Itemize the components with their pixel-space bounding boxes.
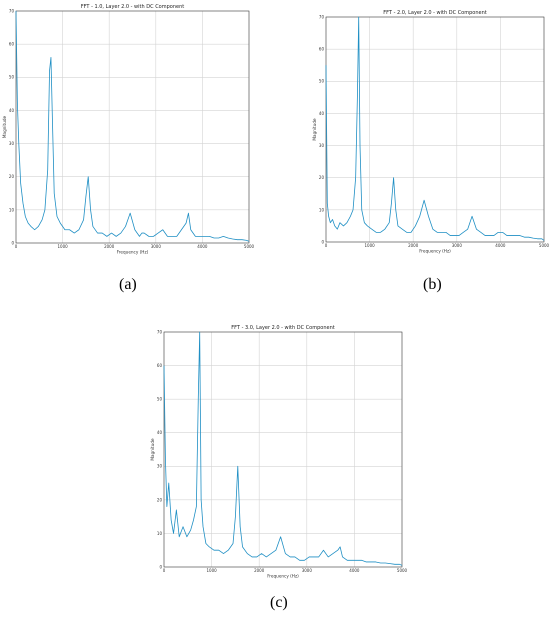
- x-tick-label: 1000: [207, 568, 218, 573]
- y-tick-label: 70: [157, 329, 163, 334]
- y-tick-label: 50: [157, 397, 163, 402]
- y-tick-label: 30: [319, 143, 325, 148]
- y-tick-label: 60: [157, 363, 163, 368]
- x-tick-label: 4000: [349, 568, 360, 573]
- x-tick-label: 3000: [151, 244, 162, 249]
- series-line: [163, 331, 403, 566]
- x-tick-label: 0: [15, 244, 18, 249]
- y-tick-label: 0: [321, 239, 324, 244]
- y-tick-label: 10: [9, 207, 15, 212]
- caption-c: (c): [270, 594, 288, 611]
- x-tick-label: 3000: [452, 243, 463, 248]
- chart-title: FFT - 2.0, Layer 2.0 - with DC Component: [383, 10, 486, 16]
- caption-b: (b): [423, 276, 442, 293]
- y-tick-label: 0: [159, 564, 162, 569]
- y-tick-label: 60: [319, 47, 325, 52]
- x-axis-label: Frequency (Hz): [419, 249, 451, 254]
- y-axis-label: Magnitude: [2, 115, 7, 138]
- fft-chart-c: FFT - 3.0, Layer 2.0 - with DC Component…: [150, 325, 408, 579]
- x-tick-label: 4000: [495, 243, 506, 248]
- y-axis-label: Magnitude: [312, 118, 317, 141]
- x-tick-label: 2000: [408, 243, 419, 248]
- chart-title: FFT - 3.0, Layer 2.0 - with DC Component: [231, 325, 334, 331]
- y-tick-label: 20: [9, 174, 15, 179]
- y-tick-label: 40: [157, 430, 163, 435]
- series-line: [325, 16, 545, 241]
- x-axis-label: Frequency (Hz): [267, 574, 299, 579]
- x-tick-label: 5000: [397, 568, 408, 573]
- plot-frame: [15, 10, 250, 244]
- fft-chart-b: FFT - 2.0, Layer 2.0 - with DC Component…: [312, 10, 550, 254]
- chart-title: FFT - 1.0, Layer 2.0 - with DC Component: [81, 4, 184, 10]
- x-tick-label: 4000: [197, 244, 208, 249]
- y-tick-label: 20: [157, 497, 163, 502]
- x-tick-label: 0: [325, 243, 328, 248]
- y-tick-label: 70: [319, 14, 325, 19]
- plot-frame: [325, 16, 545, 243]
- y-tick-label: 40: [9, 108, 15, 113]
- x-tick-label: 2000: [104, 244, 115, 249]
- plot-frame: [163, 331, 403, 568]
- chart-panel-c: FFT - 3.0, Layer 2.0 - with DC Component…: [145, 320, 409, 580]
- x-tick-label: 5000: [244, 244, 255, 249]
- y-tick-label: 40: [319, 111, 325, 116]
- x-tick-label: 0: [163, 568, 166, 573]
- caption-a: (a): [119, 276, 137, 293]
- y-tick-label: 20: [319, 175, 325, 180]
- x-axis-label: Frequency (Hz): [117, 250, 149, 255]
- y-tick-label: 50: [9, 75, 15, 80]
- x-tick-label: 1000: [365, 243, 376, 248]
- y-tick-label: 60: [9, 42, 15, 47]
- y-tick-label: 0: [11, 240, 14, 245]
- chart-panel-a: FFT - 1.0, Layer 2.0 - with DC Component…: [0, 2, 262, 262]
- y-tick-label: 30: [9, 141, 15, 146]
- y-tick-label: 10: [319, 207, 325, 212]
- chart-panel-b: FFT - 2.0, Layer 2.0 - with DC Component…: [308, 8, 550, 254]
- x-tick-label: 2000: [254, 568, 265, 573]
- x-tick-label: 5000: [539, 243, 550, 248]
- series-line: [15, 10, 250, 242]
- y-tick-label: 70: [9, 8, 15, 13]
- y-tick-label: 30: [157, 464, 163, 469]
- y-axis-label: Magnitude: [150, 438, 155, 461]
- x-tick-label: 1000: [58, 244, 69, 249]
- fft-chart-a: FFT - 1.0, Layer 2.0 - with DC Component…: [2, 4, 255, 255]
- y-tick-label: 10: [157, 531, 163, 536]
- x-tick-label: 3000: [302, 568, 313, 573]
- y-tick-label: 50: [319, 79, 325, 84]
